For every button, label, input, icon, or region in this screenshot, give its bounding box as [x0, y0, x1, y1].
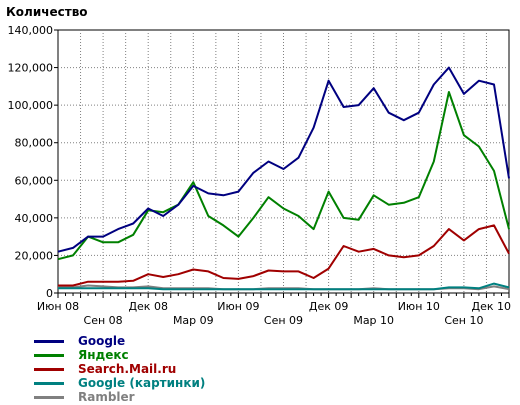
x-tick-label: Сен 09 — [264, 314, 303, 327]
y-axis-ticks: 0 20,000 40,000 60,000 80,000 100,000 120,000 1… — [8, 24, 58, 300]
legend-label: Search.Mail.ru — [78, 362, 177, 376]
y-tick-label: 100,000 — [8, 99, 54, 112]
x-tick-label: Дек 08 — [128, 300, 168, 313]
x-tick-label: Дек 09 — [309, 300, 349, 313]
x-tick-label: Сен 08 — [84, 314, 123, 327]
legend-item: Rambler — [34, 390, 205, 404]
y-tick-label: 60,000 — [15, 174, 54, 187]
legend-item: Google — [34, 334, 205, 348]
legend-item: Google (картинки) — [34, 376, 205, 390]
series-line-1 — [57, 91, 510, 261]
legend-label: Google — [78, 334, 126, 348]
y-tick-label: 40,000 — [15, 212, 54, 225]
series-line-3 — [58, 282, 510, 291]
y-tick-label: 120,000 — [8, 62, 54, 75]
x-axis-ticks: Июн 08 Дек 08 Июн 09 Дек 09 Июн 10 Дек 10Сен … — [37, 293, 511, 327]
y-axis-title: Количество — [6, 5, 88, 19]
legend-label: Яндекс — [78, 348, 129, 362]
legend-label: Rambler — [78, 390, 135, 404]
series-line-2 — [58, 224, 510, 287]
x-tick-label: Мар 09 — [173, 314, 214, 327]
line-chart: Количество 0 20,000 40,000 60,000 80,000 100,… — [6, 5, 511, 327]
x-tick-label: Мар 10 — [353, 314, 394, 327]
series-lines — [57, 66, 510, 291]
y-tick-label: 140,000 — [8, 24, 54, 37]
y-tick-label: 80,000 — [15, 137, 54, 150]
legend-swatch — [34, 367, 64, 371]
x-tick-label: Сен 10 — [444, 314, 483, 327]
legend-item: Search.Mail.ru — [34, 362, 205, 376]
legend-swatch — [34, 381, 64, 385]
gridlines — [58, 30, 509, 293]
y-tick-label: 0 — [46, 287, 53, 300]
x-tick-label: Июн 08 — [37, 300, 79, 313]
legend-swatch — [34, 395, 64, 399]
x-tick-label: Июн 10 — [398, 300, 440, 313]
legend: Google Яндекс Search.Mail.ru Google (картин… — [34, 334, 205, 404]
y-tick-label: 20,000 — [15, 249, 54, 262]
legend-item: Яндекс — [34, 348, 205, 362]
x-tick-label: Дек 10 — [472, 300, 512, 313]
series-line-0 — [57, 66, 510, 253]
legend-label: Google (картинки) — [78, 376, 206, 390]
x-tick-label: Июн 09 — [217, 300, 259, 313]
legend-swatch — [34, 339, 64, 343]
legend-swatch — [34, 353, 64, 357]
